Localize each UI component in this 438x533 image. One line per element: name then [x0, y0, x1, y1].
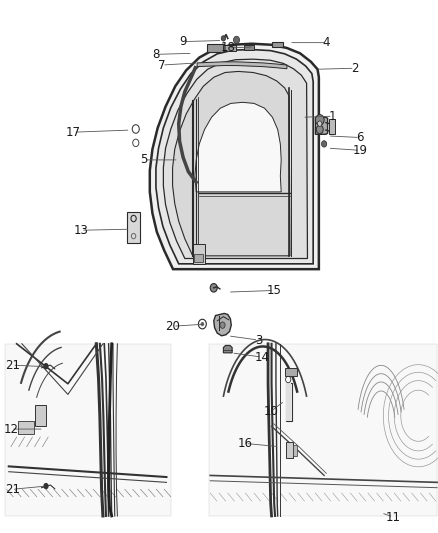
Text: 10: 10	[263, 405, 278, 418]
Circle shape	[233, 36, 240, 44]
Polygon shape	[156, 50, 313, 264]
Circle shape	[316, 125, 323, 134]
FancyBboxPatch shape	[329, 119, 335, 134]
Text: 21: 21	[5, 483, 20, 496]
Text: 2: 2	[351, 62, 359, 75]
Bar	[5, 344, 171, 516]
FancyBboxPatch shape	[285, 368, 297, 376]
Circle shape	[43, 483, 49, 489]
Text: 3: 3	[255, 334, 262, 346]
FancyBboxPatch shape	[223, 45, 236, 51]
Circle shape	[210, 284, 217, 292]
Circle shape	[221, 36, 226, 41]
Text: 6: 6	[356, 131, 364, 144]
Text: 14: 14	[254, 351, 269, 364]
Text: 8: 8	[152, 48, 159, 61]
Bar	[286, 383, 291, 421]
Circle shape	[321, 141, 327, 147]
Polygon shape	[197, 62, 287, 69]
Text: 17: 17	[66, 126, 81, 139]
Polygon shape	[223, 345, 232, 353]
FancyBboxPatch shape	[272, 42, 283, 47]
Bar	[293, 445, 297, 456]
Circle shape	[315, 115, 324, 125]
Polygon shape	[163, 59, 307, 259]
Text: 12: 12	[4, 423, 18, 435]
Text: 13: 13	[74, 224, 88, 237]
FancyBboxPatch shape	[18, 421, 34, 434]
FancyBboxPatch shape	[35, 405, 46, 426]
Text: 15: 15	[266, 284, 281, 297]
Text: 7: 7	[158, 59, 166, 71]
Circle shape	[43, 363, 49, 369]
Text: 16: 16	[238, 437, 253, 450]
Text: 20: 20	[166, 320, 180, 333]
Polygon shape	[214, 313, 231, 336]
Text: 4: 4	[322, 36, 330, 49]
Text: 1: 1	[329, 110, 337, 123]
FancyBboxPatch shape	[193, 244, 205, 264]
Circle shape	[220, 322, 225, 328]
Bar	[209, 344, 437, 516]
Text: 19: 19	[353, 144, 367, 157]
Polygon shape	[315, 117, 328, 134]
Polygon shape	[195, 102, 281, 192]
Text: 11: 11	[386, 511, 401, 523]
FancyBboxPatch shape	[127, 212, 140, 243]
FancyBboxPatch shape	[194, 254, 203, 262]
Bar	[286, 383, 292, 421]
Bar	[286, 442, 293, 458]
Text: 18: 18	[220, 42, 235, 54]
Polygon shape	[150, 44, 319, 269]
Circle shape	[318, 121, 322, 126]
Text: 21: 21	[5, 359, 20, 372]
Text: 9: 9	[179, 35, 187, 48]
Circle shape	[201, 322, 204, 326]
Polygon shape	[173, 71, 290, 256]
FancyBboxPatch shape	[244, 45, 254, 50]
FancyBboxPatch shape	[207, 44, 224, 52]
Text: 5: 5	[140, 154, 147, 166]
